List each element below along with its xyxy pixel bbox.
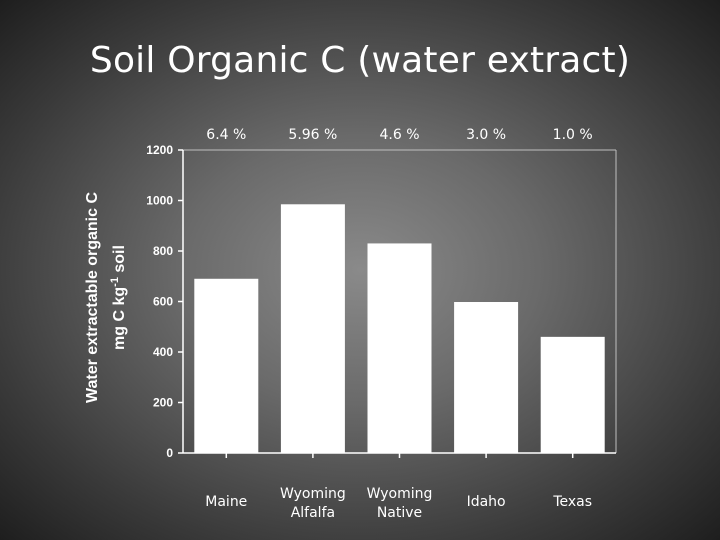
y-tick-label: 1200 [146, 143, 173, 157]
bar [367, 243, 432, 453]
category-label: Alfalfa [291, 505, 335, 521]
category-label: Wyoming [280, 486, 346, 502]
y-ticks: 0 200 400 600 800 1000 1200 [146, 143, 183, 460]
category-label: Wyoming [367, 486, 433, 502]
bar-annotations: 6.4 % 5.96 % 4.6 % 3.0 % 1.0 % [206, 127, 592, 143]
category-label: Native [377, 505, 422, 521]
y-axis-label: Water extractable organic C mg C kg-1 soi… [84, 192, 128, 403]
y-tick-label: 600 [153, 295, 173, 309]
plot-area [183, 149, 617, 453]
y-tick-label: 200 [153, 396, 173, 410]
bar-annotation: 4.6 % [379, 127, 419, 143]
category-label: Maine [205, 494, 247, 510]
bar-annotation: 5.96 % [288, 127, 337, 143]
bar [540, 336, 605, 453]
bar [280, 204, 345, 453]
x-categories: Maine Wyoming Alfalfa Wyoming Native Idaho Tex… [205, 486, 592, 521]
y-axis-label-line1: Water extractable organic C [84, 192, 101, 403]
y-tick-label: 0 [166, 446, 173, 460]
bar-annotation: 3.0 % [466, 127, 506, 143]
y-axis-label-line2: mg C kg-1 soil [109, 245, 128, 350]
y-tick-label: 400 [153, 345, 173, 359]
y-tick-label: 800 [153, 244, 173, 258]
category-label: Texas [552, 494, 592, 510]
bar-annotation: 1.0 % [553, 127, 593, 143]
bars [194, 204, 605, 453]
y-tick-label: 1000 [146, 194, 173, 208]
slide-title: Soil Organic C (water extract) [89, 40, 631, 81]
category-label: Idaho [467, 494, 506, 510]
bar [194, 278, 259, 453]
bar [454, 302, 519, 453]
bar-annotation: 6.4 % [206, 127, 246, 143]
